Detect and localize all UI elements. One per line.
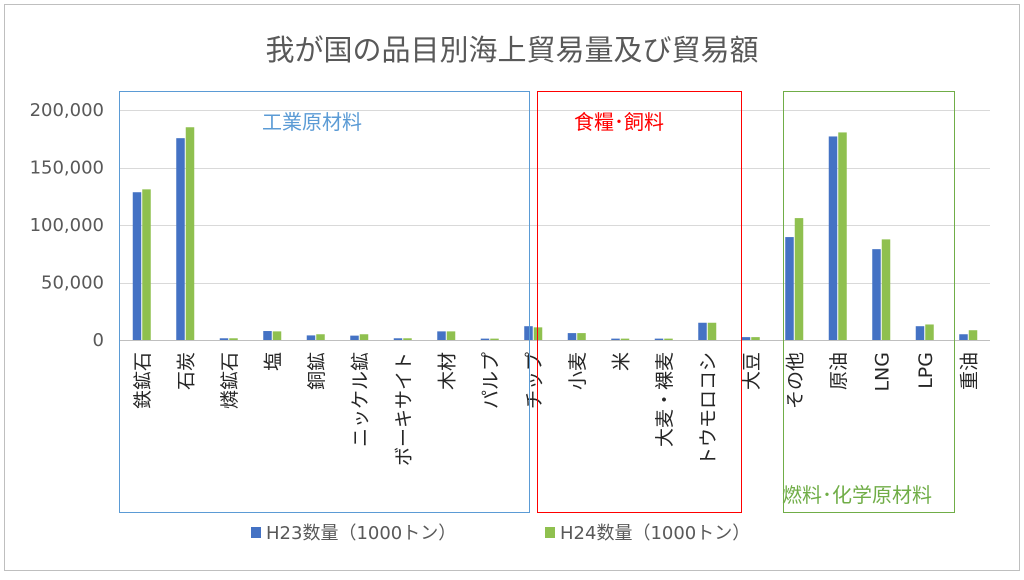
bar-h24-7 [446,331,456,340]
x-tick-label: 石炭 [175,352,197,390]
bar-h24-14 [751,337,760,340]
group-label-food: 食糧･飼料 [574,110,664,134]
x-tick-label: 銅鉱 [306,352,328,390]
y-axis-ticks: 0 50,000 100,000 150,000 200,000 [30,100,104,351]
x-tick-label: 塩 [262,352,284,371]
bar-h23-9 [524,326,533,340]
bar-h23-15 [785,237,794,340]
bar-h24-3 [272,331,282,340]
y-tick-label: 150,000 [30,158,104,179]
group-box-food [537,91,742,513]
bar-h23-1 [176,138,185,340]
y-tick-label: 200,000 [30,100,104,121]
x-tick-label: パルプ [480,352,502,409]
bar-h24-13 [707,322,717,340]
group-label-industrial: 工業原材料 [262,110,362,134]
bar-h23-17 [872,249,881,340]
bar-h23-18 [915,326,925,340]
x-tick-label: トウモロコシ [697,352,719,466]
chart-title: 我が国の品目別海上貿易量及び貿易額 [265,33,758,67]
bar-h23-6 [393,338,403,340]
bar-h24-1 [185,127,195,340]
x-tick-label: 米 [610,352,632,371]
group-box-industrial [119,91,530,513]
bars [132,127,978,340]
x-tick-label: 大麦・裸麦 [654,352,676,447]
x-tick-label: LNG [871,352,893,392]
chart-frame [4,4,1020,571]
category-groups: 工業原材料 食糧･飼料 燃料･化学原材料 [119,91,955,513]
bar-h23-11 [611,338,620,340]
legend-swatch-h24 [545,527,555,538]
bar-h24-12 [664,338,673,340]
x-tick-label: 燐鉱石 [219,352,241,409]
bar-h23-14 [741,337,751,340]
legend-label-h23: H23数量（1000トン） [266,523,456,544]
bar-h24-2 [229,338,238,340]
bar-h24-5 [359,334,369,340]
bar-h23-16 [828,136,838,340]
y-tick-label: 0 [93,330,104,351]
x-tick-label: LPG [915,352,937,389]
x-tick-label: 鉄鉱石 [132,352,154,409]
x-tick-label: その他 [784,352,806,409]
bar-h23-0 [132,192,142,340]
bar-h24-18 [925,324,934,340]
bar-h23-13 [698,322,707,340]
y-tick-label: 50,000 [41,273,104,294]
bar-h23-19 [959,334,968,340]
group-box-fuel [783,91,955,513]
bar-h23-3 [263,331,272,340]
bar-h24-8 [490,338,499,340]
x-tick-label: 小麦 [567,352,589,390]
bar-h24-17 [881,239,891,340]
bar-h24-16 [838,132,847,340]
bar-h23-2 [219,338,229,340]
bar-h24-10 [577,333,586,340]
y-tick-label: 100,000 [30,215,104,236]
x-tick-label: ボーキサイト [393,352,415,466]
bar-h24-19 [968,330,978,340]
bar-h23-5 [350,335,359,340]
bar-h24-11 [620,338,630,340]
group-label-fuel: 燃料･化学原材料 [782,483,932,507]
x-tick-label: チップ [523,352,545,409]
x-tick-label: 木材 [436,352,458,390]
bar-h23-10 [567,333,577,340]
bar-h24-4 [316,334,325,340]
x-axis-ticks: 鉄鉱石 石炭 燐鉱石 塩 銅鉱 ニッケル鉱 ボーキサイト 木材 パルプ チップ 小麦 米 大麦・裸麦 トウ… [132,352,981,466]
bar-h24-0 [142,189,151,340]
bar-h23-4 [306,335,316,340]
legend: H23数量（1000トン） H24数量（1000トン） [251,523,750,544]
legend-label-h24: H24数量（1000トン） [560,523,750,544]
x-tick-label: ニッケル鉱 [349,352,371,447]
x-tick-label: 大豆 [741,352,763,390]
bar-h24-15 [794,218,804,340]
bar-h23-7 [437,331,446,340]
bar-h23-12 [654,338,664,340]
x-tick-label: 原油 [828,352,850,390]
bar-h24-6 [403,338,412,340]
legend-swatch-h23 [251,527,261,538]
bar-h23-8 [480,338,490,340]
x-tick-label: 重油 [958,352,980,390]
